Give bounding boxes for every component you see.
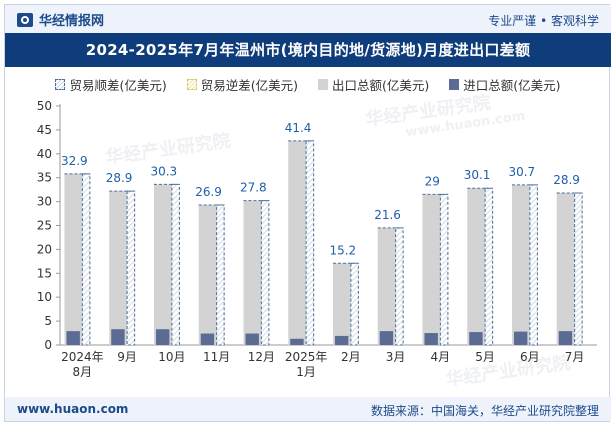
surplus-value-label: 29 bbox=[425, 174, 440, 188]
legend-surplus: 贸易顺差(亿美元) bbox=[55, 75, 167, 94]
surplus-value-label: 30.1 bbox=[464, 168, 491, 182]
import-bar bbox=[290, 338, 304, 345]
import-bar bbox=[155, 329, 170, 345]
legend-deficit: 贸易逆差(亿美元) bbox=[186, 75, 298, 94]
x-tick-label: 4月 bbox=[431, 350, 451, 364]
footer-site[interactable]: www.huaon.com bbox=[17, 402, 129, 416]
x-tick-label: 2024年 bbox=[61, 350, 104, 364]
surplus-bar bbox=[439, 193, 449, 346]
import-bar bbox=[469, 332, 483, 345]
y-tick-label: 40 bbox=[37, 147, 52, 161]
y-tick-label: 45 bbox=[37, 123, 52, 137]
legend-import: 进口总额(亿美元) bbox=[449, 75, 561, 94]
import-bar bbox=[424, 333, 438, 345]
import-bar bbox=[334, 335, 349, 345]
y-tick-label: 25 bbox=[37, 219, 52, 233]
import-bar bbox=[513, 331, 528, 345]
surplus-value-label: 27.8 bbox=[240, 181, 267, 195]
export-bar bbox=[243, 200, 262, 345]
x-tick-label: 1月 bbox=[296, 365, 316, 379]
legend-export-swatch bbox=[317, 79, 328, 90]
export-bar bbox=[467, 188, 486, 345]
slogan: 专业严谨 • 客观科学 bbox=[488, 14, 599, 28]
export-bar bbox=[422, 194, 441, 345]
surplus-bar bbox=[171, 183, 180, 346]
import-bar bbox=[111, 329, 125, 345]
y-tick-label: 50 bbox=[37, 99, 52, 113]
surplus-value-label: 30.7 bbox=[508, 165, 535, 179]
x-tick-label: 11月 bbox=[203, 350, 230, 364]
x-tick-label: 10月 bbox=[158, 350, 185, 364]
export-bar bbox=[198, 204, 217, 345]
import-bar bbox=[245, 333, 259, 345]
y-tick-label: 0 bbox=[44, 338, 52, 352]
export-bar bbox=[556, 192, 575, 345]
surplus-value-label: 15.2 bbox=[329, 243, 356, 257]
surplus-bar bbox=[260, 200, 270, 346]
surplus-value-label: 28.9 bbox=[553, 173, 580, 187]
y-tick-label: 10 bbox=[37, 290, 52, 304]
brand[interactable]: 华经情报网 bbox=[17, 10, 104, 29]
y-tick-label: 5 bbox=[44, 314, 52, 328]
legend-surplus-swatch bbox=[55, 79, 66, 90]
export-bar bbox=[153, 184, 172, 345]
footer-source: 数据来源：中国海关，华经产业研究院整理 bbox=[370, 404, 599, 418]
surplus-value-label: 28.9 bbox=[106, 171, 133, 185]
legend-export: 出口总额(亿美元) bbox=[317, 75, 430, 94]
x-tick-label: 6月 bbox=[520, 350, 540, 364]
surplus-bar bbox=[484, 187, 494, 346]
x-tick-label: 3月 bbox=[386, 350, 406, 364]
chart-frame: 华经情报网 专业严谨 • 客观科学 2024-2025年7月年温州市(境内目的地… bbox=[4, 4, 611, 422]
surplus-bar bbox=[81, 173, 91, 346]
y-tick-label: 30 bbox=[37, 195, 52, 209]
export-bar bbox=[109, 191, 128, 345]
legend-import-label: 进口总额(亿美元) bbox=[463, 78, 561, 93]
x-tick-label: 9月 bbox=[117, 350, 137, 364]
x-tick-label: 2月 bbox=[341, 350, 361, 364]
surplus-bar bbox=[216, 204, 225, 346]
surplus-bar bbox=[305, 140, 315, 346]
import-bar bbox=[200, 333, 215, 345]
footer: www.huaon.com 数据来源：中国海关，华经产业研究院整理 bbox=[5, 397, 611, 421]
chart-title: 2024-2025年7月年温州市(境内目的地/货源地)月度进出口差额 bbox=[5, 33, 611, 67]
surplus-bar bbox=[126, 190, 136, 346]
surplus-bar bbox=[529, 184, 538, 346]
export-bar bbox=[288, 140, 307, 345]
export-bar bbox=[511, 184, 530, 345]
legend-deficit-swatch bbox=[186, 79, 197, 90]
legend-surplus-label: 贸易顺差(亿美元) bbox=[69, 78, 167, 93]
surplus-value-label: 32.9 bbox=[61, 154, 88, 168]
x-tick-label: 7月 bbox=[565, 350, 585, 364]
export-bar bbox=[332, 263, 351, 345]
brand-logo-icon bbox=[17, 12, 33, 27]
x-tick-label: 5月 bbox=[475, 350, 495, 364]
surplus-bar bbox=[350, 262, 359, 346]
surplus-value-label: 21.6 bbox=[374, 208, 401, 222]
x-tick-label: 8月 bbox=[73, 365, 93, 379]
legend-export-label: 出口总额(亿美元) bbox=[331, 78, 430, 93]
legend-deficit-label: 贸易逆差(亿美元) bbox=[200, 78, 298, 93]
y-tick-label: 15 bbox=[37, 266, 52, 280]
surplus-value-label: 41.4 bbox=[285, 121, 312, 135]
y-tick-label: 20 bbox=[37, 242, 52, 256]
surplus-value-label: 26.9 bbox=[195, 185, 222, 199]
chart-legend: 贸易顺差(亿美元) 贸易逆差(亿美元) 出口总额(亿美元) 进口总额(亿美元) bbox=[5, 75, 611, 94]
import-bar bbox=[379, 331, 394, 345]
surplus-bar bbox=[395, 227, 404, 346]
surplus-bar bbox=[574, 192, 583, 346]
surplus-value-label: 30.3 bbox=[150, 164, 177, 178]
y-tick-label: 35 bbox=[37, 171, 52, 185]
import-bar bbox=[558, 331, 573, 345]
export-bar bbox=[377, 227, 396, 345]
legend-import-swatch bbox=[449, 79, 460, 90]
x-tick-label: 12月 bbox=[248, 350, 275, 364]
brand-name: 华经情报网 bbox=[39, 14, 105, 29]
x-tick-label: 2025年 bbox=[285, 350, 328, 364]
export-bar bbox=[64, 173, 83, 345]
import-bar bbox=[66, 331, 80, 345]
top-bar: 华经情报网 专业严谨 • 客观科学 bbox=[5, 5, 611, 33]
